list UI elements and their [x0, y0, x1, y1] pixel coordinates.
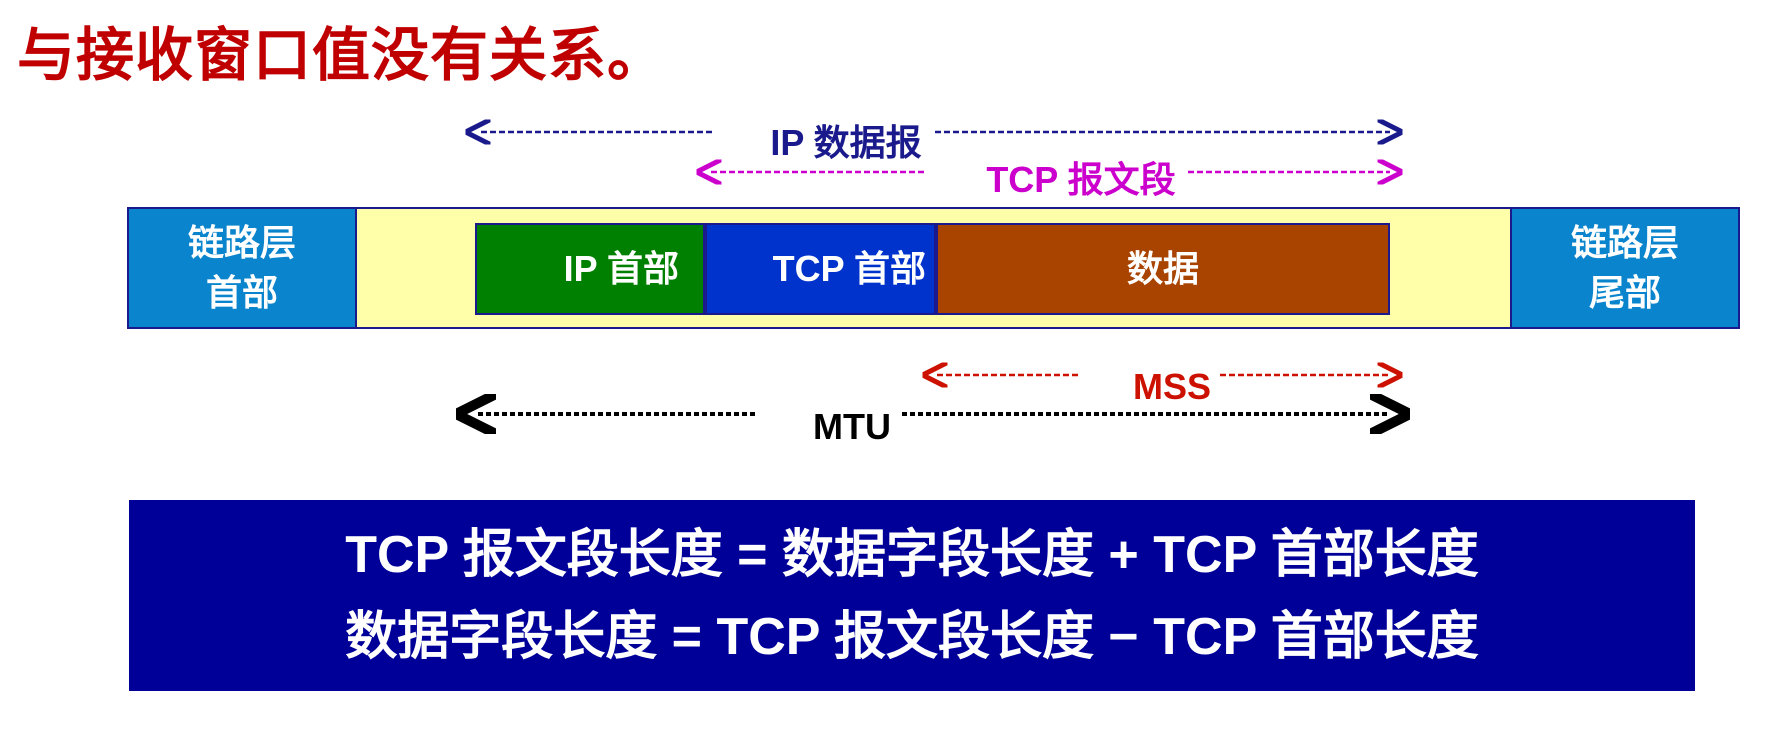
formula-data-length: 数据字段长度 = TCP 报文段长度 − TCP 首部长度	[345, 607, 1479, 666]
mss-label: MSS	[1132, 366, 1212, 407]
ip-header-block: IP 首部	[475, 223, 705, 315]
formula-segment-length: TCP 报文段长度 = 数据字段长度 + TCP 首部长度	[345, 525, 1479, 584]
link-trailer: 链路层 尾部	[1510, 207, 1740, 329]
ip-datagram-label: IP 数据报	[770, 122, 922, 163]
link-header: 链路层 首部	[127, 207, 357, 329]
data-block: 数据	[936, 223, 1390, 315]
tcp-header-label: TCP 首部	[772, 247, 926, 289]
ip-header-label: IP 首部	[563, 247, 679, 289]
link-header-line2: 首部	[205, 272, 278, 313]
data-label: 数据	[1126, 247, 1199, 289]
tcp-header-block: TCP 首部	[705, 223, 936, 315]
tcp-segment-label: TCP 报文段	[986, 159, 1176, 200]
link-header-line1: 链路层	[187, 221, 296, 263]
link-trailer-line2: 尾部	[1588, 272, 1661, 313]
slide-title: 与接收窗口值没有关系。	[17, 23, 667, 88]
mtu-label: MTU	[813, 406, 891, 447]
link-trailer-line1: 链路层	[1570, 221, 1679, 263]
formula-box: TCP 报文段长度 = 数据字段长度 + TCP 首部长度 数据字段长度 = T…	[129, 500, 1695, 691]
